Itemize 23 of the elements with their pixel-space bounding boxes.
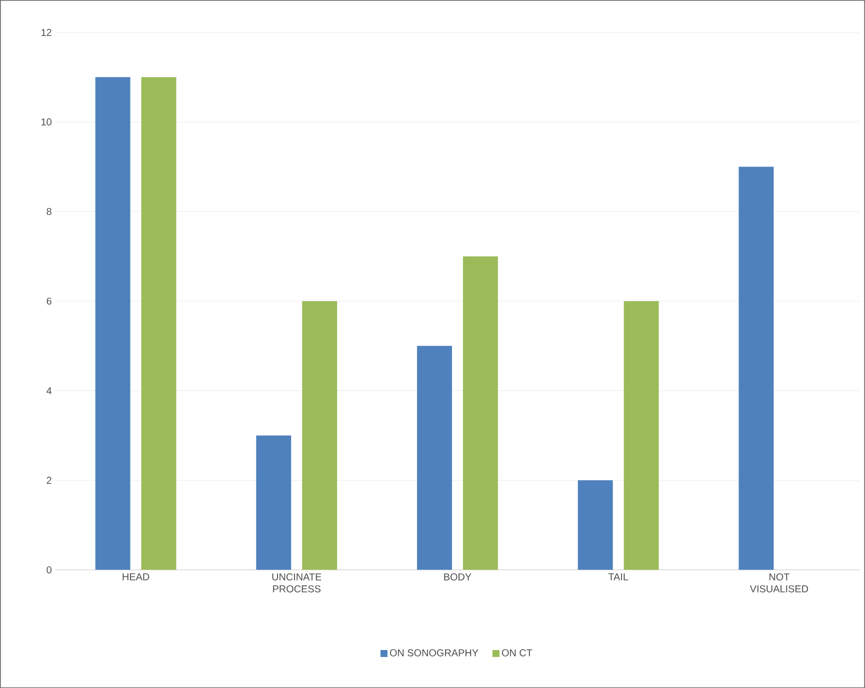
bar [417,346,452,570]
y-tick-label: 2 [46,476,52,484]
x-tick-label: BODY [444,573,472,580]
x-tick-label: TAIL [608,573,628,580]
x-tick-label: NOT VISUALISED [750,573,808,592]
bar [462,256,498,570]
y-tick-label: 8 [46,208,52,215]
y-tick-label: 4 [46,387,52,394]
bar [738,166,774,570]
bar [95,77,130,570]
y-tick-label: 10 [42,118,52,126]
y-tick-label: 6 [46,298,52,305]
bar [624,301,659,570]
x-tick-label: UNCINATE PROCESS [272,573,322,592]
bar [578,480,613,570]
x-tick-label: HEAD [122,573,150,580]
y-tick-label: 0 [46,566,52,574]
legend-label: ON CT [502,649,532,656]
y-tick-label: 12 [42,28,52,36]
bar [302,301,338,570]
bar [256,435,292,570]
bar [141,77,176,570]
legend-label: ON SONOGRAPHY [390,649,478,656]
